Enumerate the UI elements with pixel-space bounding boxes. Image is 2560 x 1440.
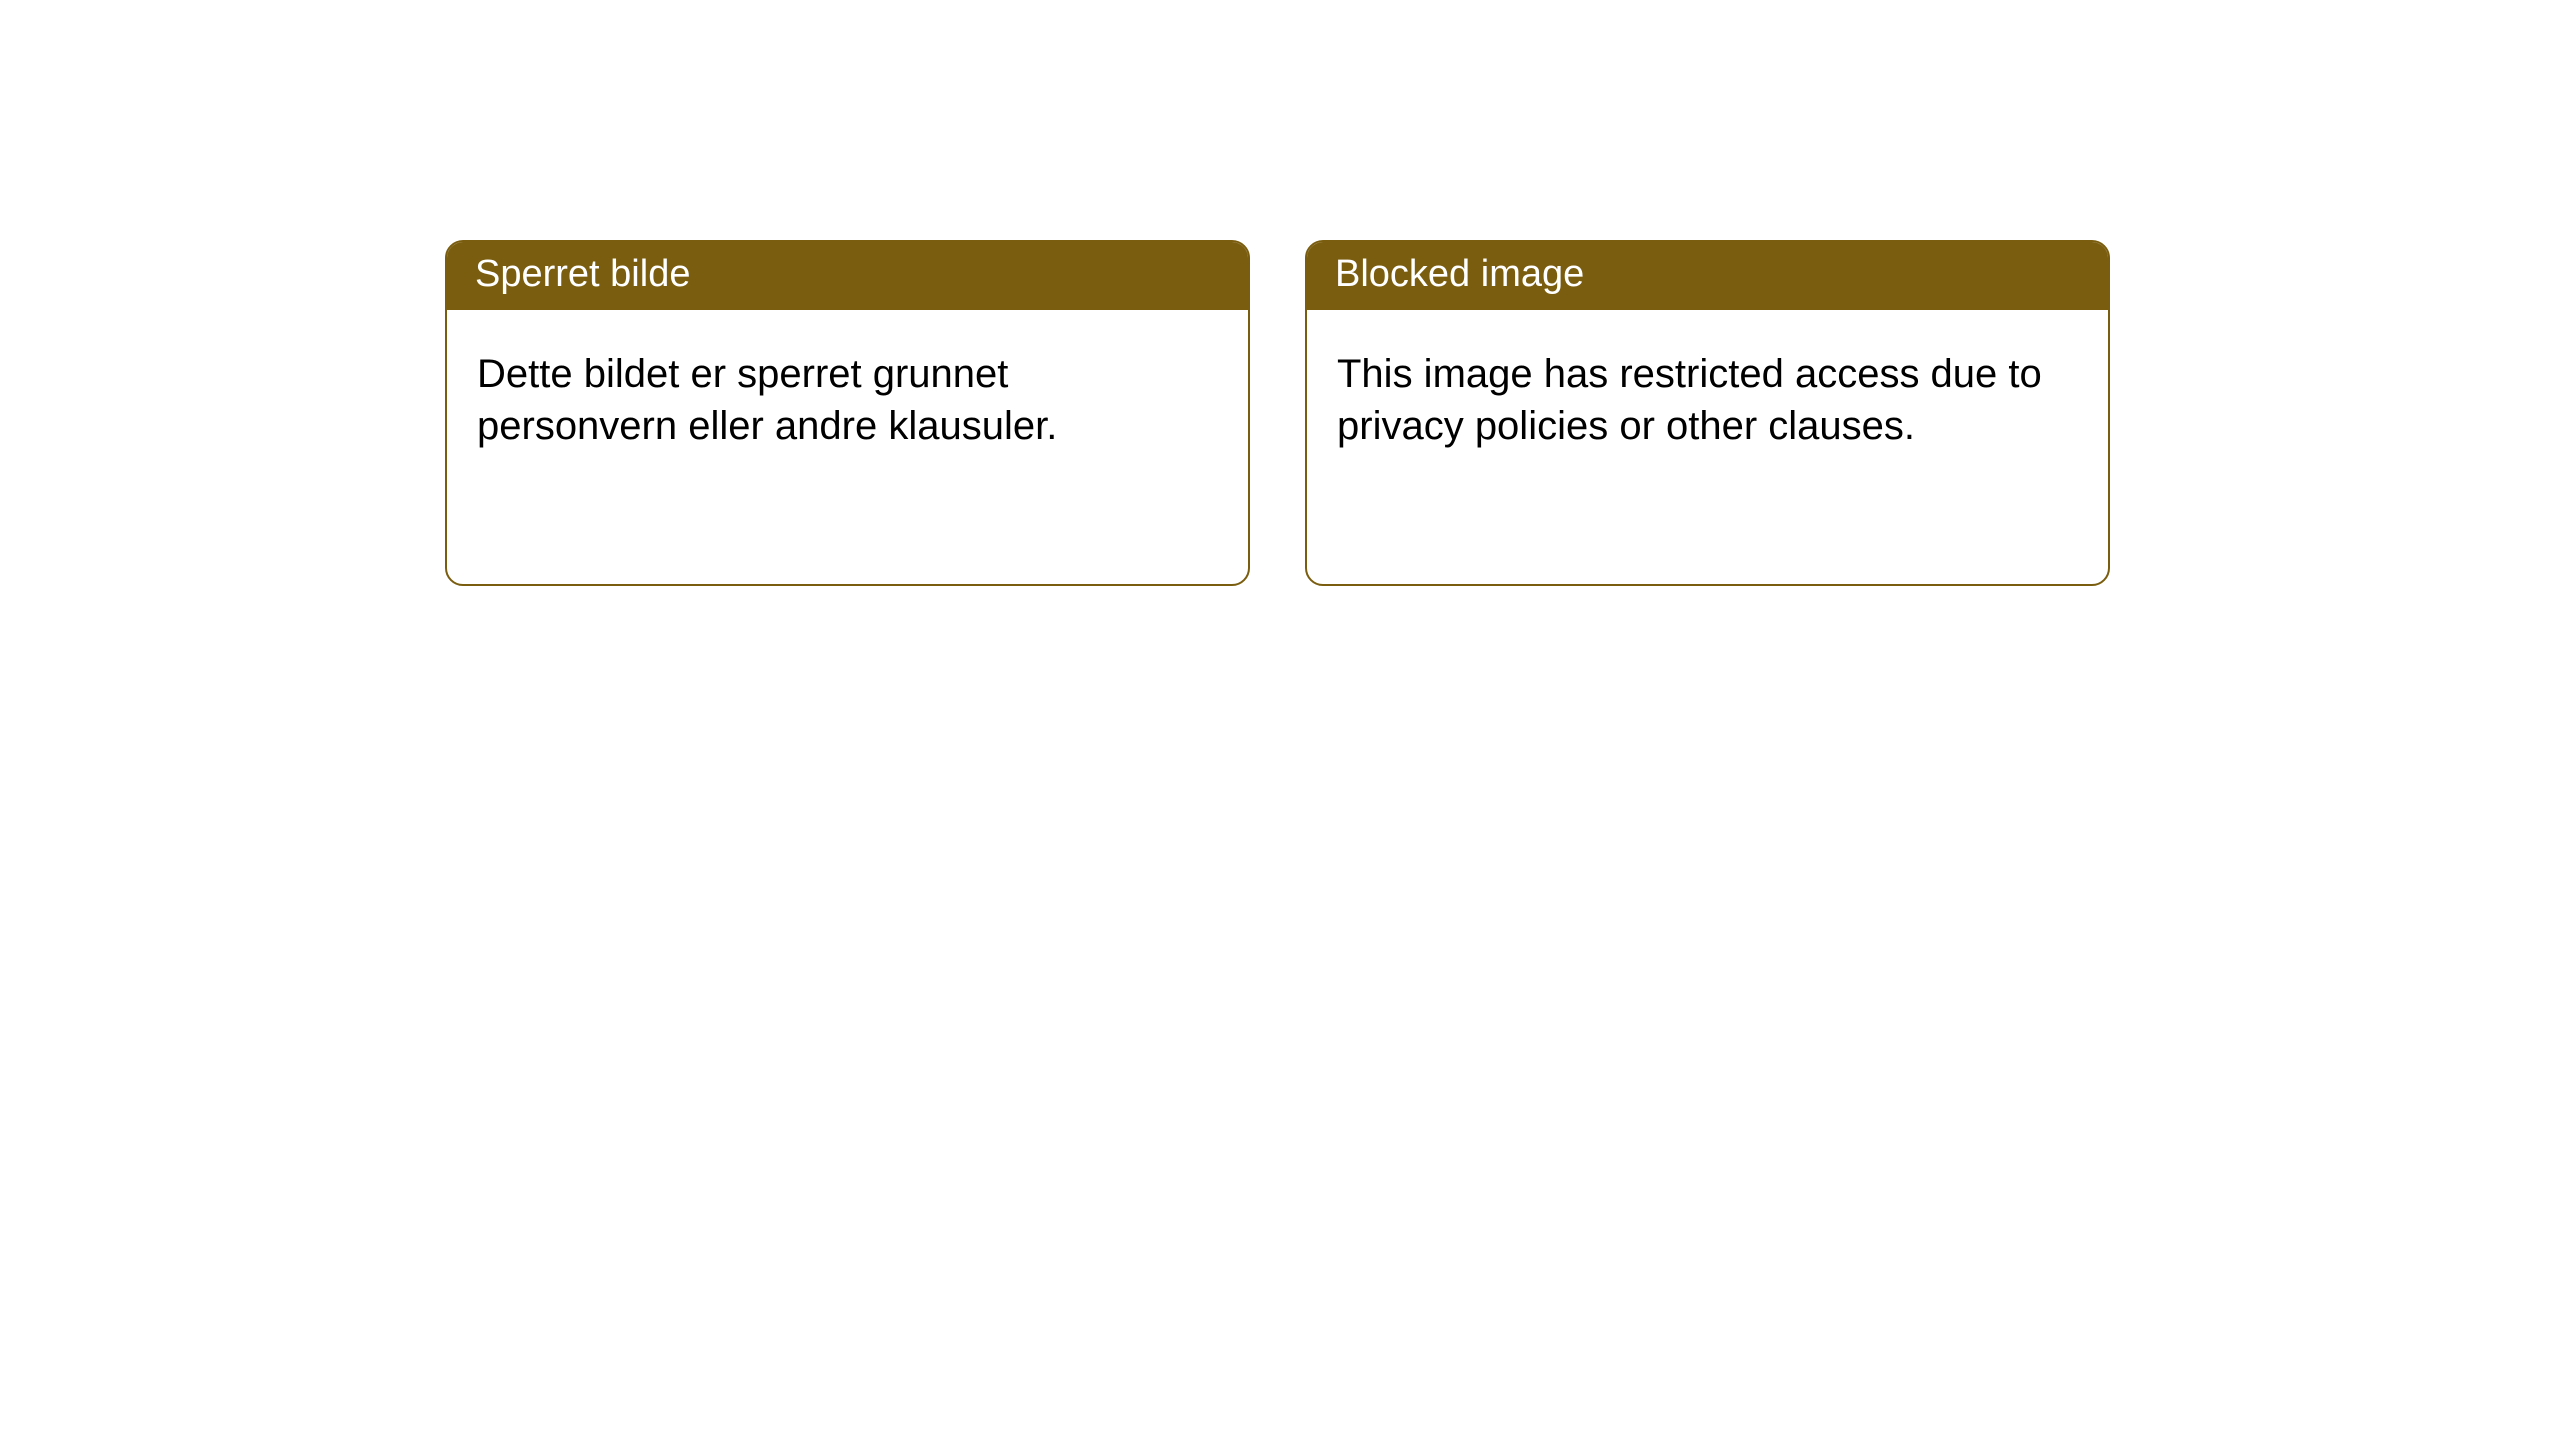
notice-card-english: Blocked image This image has restricted …	[1305, 240, 2110, 586]
card-header: Blocked image	[1307, 242, 2108, 310]
notice-card-norwegian: Sperret bilde Dette bildet er sperret gr…	[445, 240, 1250, 586]
card-body: Dette bildet er sperret grunnet personve…	[447, 310, 1248, 584]
card-header: Sperret bilde	[447, 242, 1248, 310]
card-body: This image has restricted access due to …	[1307, 310, 2108, 584]
notice-container: Sperret bilde Dette bildet er sperret gr…	[445, 240, 2110, 586]
